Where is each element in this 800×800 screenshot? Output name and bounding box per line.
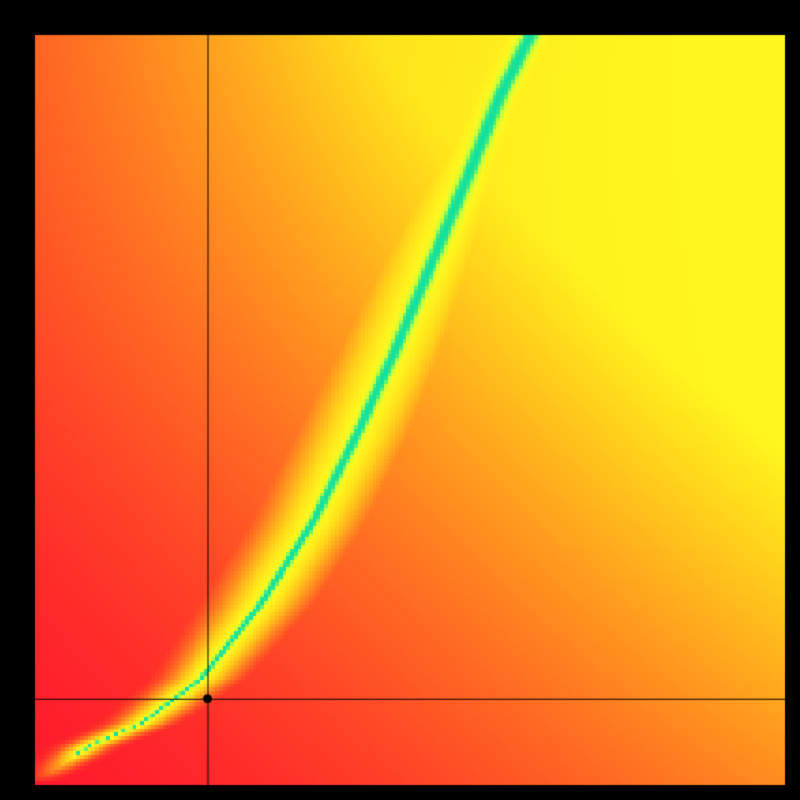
heatmap-canvas (0, 0, 800, 800)
chart-container: TheBottleneck.com (0, 0, 800, 800)
